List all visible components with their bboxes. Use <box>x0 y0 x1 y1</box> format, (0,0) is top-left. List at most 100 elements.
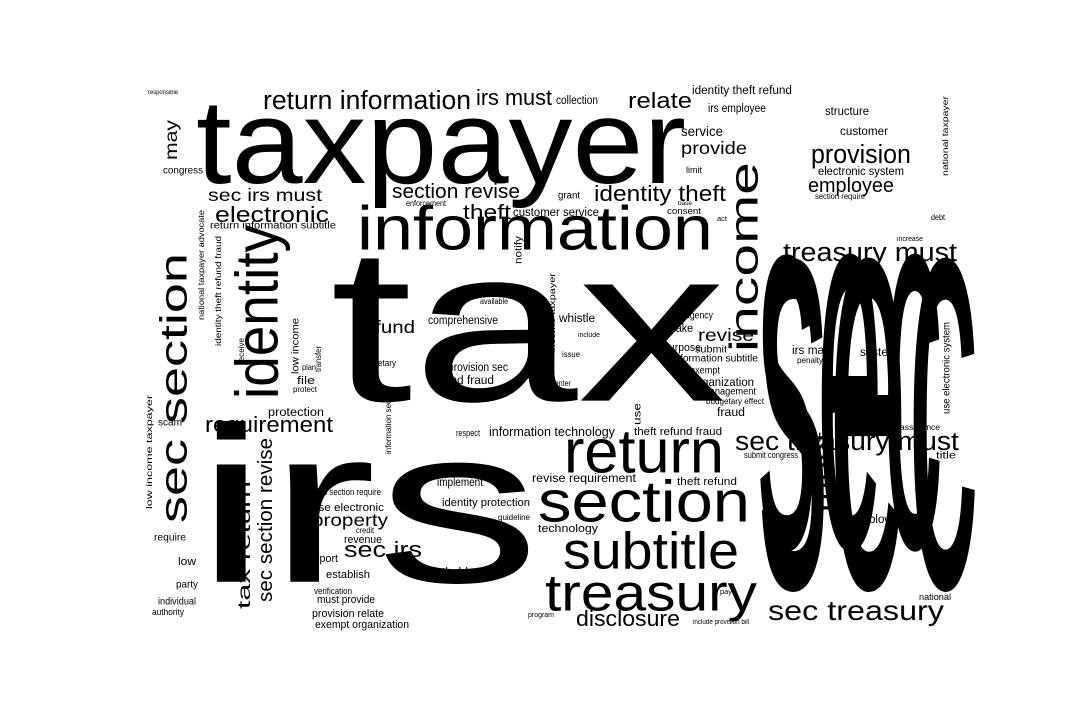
cloud-word-property: property <box>312 511 388 531</box>
cloud-word-implement: implement <box>437 475 483 489</box>
cloud-word-theft: theft <box>463 202 511 224</box>
cloud-word-transfer: transfer <box>314 345 323 372</box>
cloud-word-scam: scam <box>158 417 182 428</box>
cloud-word-income: income <box>721 162 766 352</box>
cloud-word-establish: establish <box>326 568 371 581</box>
cloud-word-technology: technology <box>538 522 599 535</box>
cloud-word-officer: officer <box>934 577 957 586</box>
cloud-word-section: section <box>538 469 751 534</box>
cloud-word-guideline: guideline <box>498 513 530 522</box>
cloud-word-authority: authority <box>152 607 185 617</box>
cloud-word-penalty: penalty <box>797 356 824 365</box>
cloud-word-congress: congress <box>163 165 203 176</box>
cloud-word-sec: sec <box>758 33 979 716</box>
cloud-word-identity-theft-refund: identity theft refund <box>692 83 792 97</box>
cloud-word-enforcement: enforcement <box>406 199 447 208</box>
cloud-word-section-revise: section revise <box>392 181 521 203</box>
cloud-word-system: system <box>860 345 899 359</box>
cloud-word-disclosure: disclosure <box>576 606 680 631</box>
cloud-word-file: file <box>297 374 315 387</box>
cloud-word-act: act <box>717 216 727 223</box>
cloud-word-debt: debt <box>931 213 946 222</box>
cloud-word-information-subtitle: information subtitle <box>672 353 758 364</box>
cloud-word-verification: verification <box>314 586 352 596</box>
cloud-word-make: make <box>667 321 694 335</box>
cloud-word-treasury-must: treasury must <box>783 238 958 267</box>
cloud-word-structure: structure <box>825 104 870 118</box>
cloud-word-sec-section-require: sec section require <box>315 487 382 497</box>
cloud-word-irs: irs <box>195 381 540 630</box>
cloud-word-provision: provision <box>811 140 911 169</box>
cloud-word-increase: increase <box>897 236 923 243</box>
cloud-word-information-technology: information technology <box>489 424 615 439</box>
cloud-word-receive: receive <box>237 337 246 364</box>
cloud-word-provide: provide <box>681 139 748 159</box>
cloud-word-assistance: assistance <box>900 423 940 432</box>
cloud-word-employee: employee <box>808 175 894 197</box>
cloud-word-customer: customer <box>840 124 889 138</box>
cloud-word-exempt-organization: exempt organization <box>315 618 410 631</box>
cloud-word-revise-requirement: revise requirement <box>532 471 636 485</box>
cloud-word-low-income-taxpayer: low income taxpayer <box>145 395 154 509</box>
cloud-word-irs-must: irs must <box>476 85 552 110</box>
cloud-word-identity: identity <box>224 224 291 399</box>
cloud-word-electronic-system: electronic system <box>818 164 904 178</box>
cloud-word-information-sec: information sec <box>384 400 393 454</box>
cloud-word-treasury: treasury <box>545 563 757 622</box>
cloud-word-fraud: fraud <box>717 405 746 419</box>
cloud-word-low-income: low income <box>290 317 301 374</box>
cloud-word-submit-congress: submit congress <box>744 450 798 460</box>
cloud-word-electronic: electronic <box>215 202 329 227</box>
cloud-word-protect: protect <box>293 385 318 394</box>
cloud-word-subtitle: subtitle <box>563 521 740 580</box>
cloud-word-national-taxpayer: national taxpayer <box>941 95 950 176</box>
cloud-word-issue: issue <box>562 350 580 359</box>
cloud-word-sec-section: sec section <box>153 253 195 523</box>
cloud-word-irs-may: irs may <box>792 343 830 357</box>
cloud-word-collection: collection <box>556 93 599 107</box>
cloud-word-use-electronic: use electronic <box>312 501 384 514</box>
cloud-word-liability: liability <box>917 270 948 281</box>
cloud-word-must-vert: must <box>811 432 836 512</box>
cloud-word-require: require <box>154 532 186 543</box>
cloud-word-return: return <box>564 416 724 486</box>
cloud-word-consent: consent <box>667 206 701 216</box>
cloud-word-individual: individual <box>158 596 196 607</box>
cloud-word-sec-irs-must: sec irs must <box>208 186 323 206</box>
cloud-word-provision-sec: provision sec <box>448 360 509 374</box>
cloud-word-strategy: strategy <box>853 558 883 568</box>
cloud-word-may: may <box>162 120 182 160</box>
cloud-word-use: use <box>632 403 643 425</box>
cloud-word-include-provision-bill: include provision bill <box>693 619 750 626</box>
cloud-word-relate: relate <box>628 88 692 113</box>
cloud-word-management: management <box>702 386 757 397</box>
cloud-word-theft-refund: theft refund <box>677 475 737 488</box>
cloud-word-revise: revise <box>698 326 755 346</box>
cloud-word-agency: agency <box>685 310 713 321</box>
cloud-word-whistle-blower: whistle blower <box>417 565 495 579</box>
cloud-word-low: low <box>178 555 196 568</box>
cloud-word-return-information: return information <box>263 86 472 115</box>
cloud-word-use-electronic-system: use electronic system <box>941 321 952 414</box>
cloud-word-identity-protection: identity protection <box>442 496 531 509</box>
cloud-word-program: program <box>528 612 554 619</box>
cloud-word-national-taxpayer-advocate: national taxpayer advocate <box>197 210 206 320</box>
cloud-word-blower: blower <box>869 512 904 526</box>
cloud-word-provision-relate: provision relate <box>312 607 385 620</box>
cloud-word-comprehensive: comprehensive <box>428 313 498 327</box>
cloud-word-income-taxpayer: income taxpayer <box>548 272 557 353</box>
cloud-word-include: include <box>578 332 601 339</box>
cloud-word-customer-service: customer service <box>513 205 599 219</box>
cloud-word-sec-vert: sec <box>757 54 943 663</box>
cloud-word-irs-employee: irs employee <box>708 101 767 115</box>
cloud-word-exempt: exempt <box>690 365 721 376</box>
cloud-word-information: information <box>357 193 713 263</box>
cloud-word-base: base <box>678 201 693 207</box>
cloud-word-sec-treasury-must: sec treasury must <box>735 427 959 456</box>
cloud-word-respect: respect <box>456 428 480 438</box>
cloud-word-notify: notify <box>513 235 524 264</box>
cloud-word-service: service <box>681 124 724 140</box>
cloud-word-theft-refund-fraud: theft refund fraud <box>634 425 723 438</box>
cloud-word-credit: credit <box>356 526 374 535</box>
